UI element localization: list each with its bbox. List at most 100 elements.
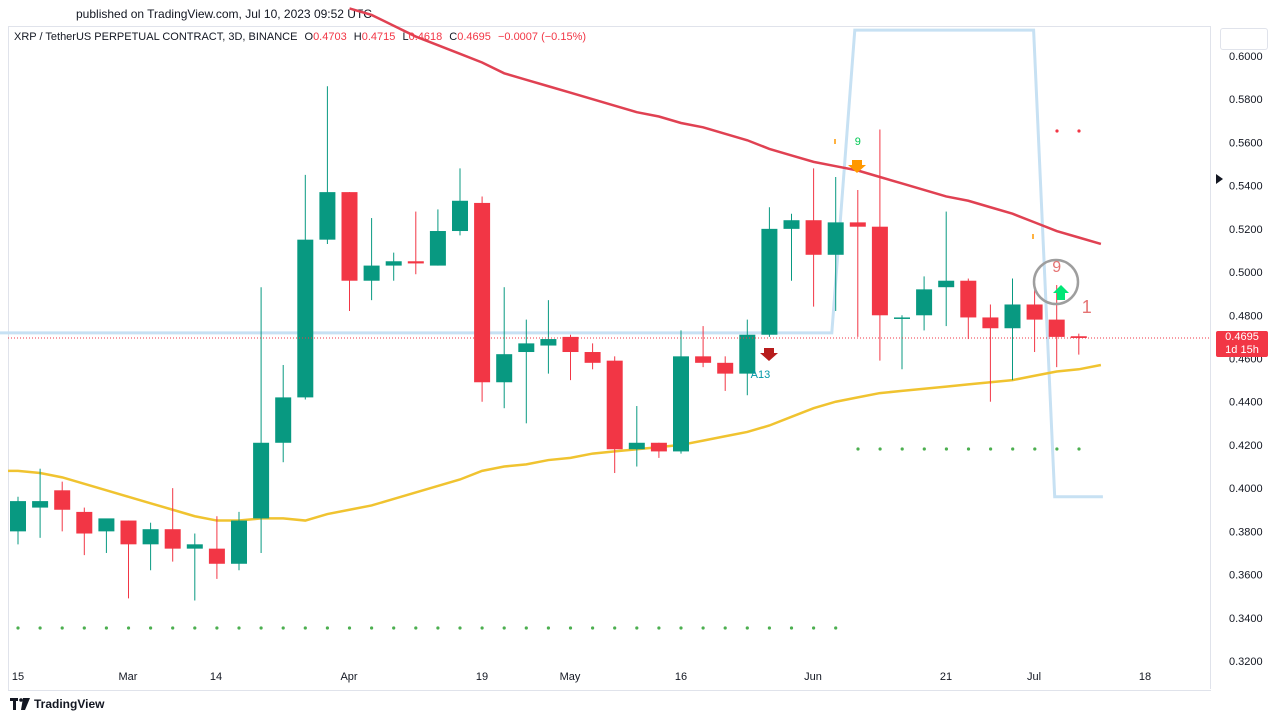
y-axis-tick-label: 0.3800 <box>1229 526 1263 538</box>
candle-body <box>1026 304 1043 320</box>
indicator-dot <box>149 626 153 630</box>
y-axis-tick-label: 0.5400 <box>1229 181 1263 193</box>
last-price-label: 0.4695 <box>1225 331 1259 343</box>
indicator-dot <box>414 626 418 630</box>
candle-body <box>982 317 999 329</box>
candle-body <box>827 222 844 255</box>
indicator-dot <box>38 626 42 630</box>
y-axis-tick-label: 0.4400 <box>1229 397 1263 409</box>
indicator-dot <box>679 626 683 630</box>
indicator-dot <box>635 626 639 630</box>
fast-moving-average-line <box>8 363 1102 522</box>
indicator-dot <box>878 447 882 451</box>
tradingview-logo[interactable]: TradingView <box>10 697 104 711</box>
indicator-dot <box>436 626 440 630</box>
indicator-dot <box>834 626 838 630</box>
price-scale-marker-icon <box>1216 174 1223 184</box>
candle-body <box>452 200 468 232</box>
high-label: H <box>353 31 362 43</box>
y-axis-tick-label: 0.5600 <box>1229 137 1263 149</box>
indicator-dot <box>325 626 329 630</box>
published-caption: published on TradingView.com, Jul 10, 20… <box>76 7 372 21</box>
y-axis-tick-label: 0.3400 <box>1229 613 1263 625</box>
indicator-dot <box>723 626 727 630</box>
candle-body <box>10 501 26 532</box>
indicator-dot <box>16 626 20 630</box>
x-axis-tick-label: 16 <box>675 671 687 683</box>
candle-body <box>142 529 159 545</box>
x-axis-tick-label: Mar <box>119 671 138 683</box>
indicator-dot <box>745 626 749 630</box>
slow-moving-average-line <box>349 7 1102 246</box>
sell-arrow-icon <box>760 348 778 361</box>
indicator-dot <box>1077 129 1081 133</box>
y-axis-tick-label: 0.3600 <box>1229 570 1263 582</box>
indicator-dot <box>613 626 617 630</box>
open-value: 0.4703 <box>313 31 347 43</box>
candle-body <box>562 336 579 353</box>
y-axis-tick-label: 0.5200 <box>1229 224 1263 236</box>
indicator-dot <box>591 626 595 630</box>
candle-body <box>717 362 734 374</box>
indicator-dot <box>1055 129 1059 133</box>
tradingview-logo-text: TradingView <box>34 697 105 711</box>
high-value: 0.4715 <box>361 31 396 43</box>
candle-body <box>761 228 778 335</box>
candle-body <box>540 339 557 346</box>
indicator-dot <box>60 626 64 630</box>
indicator-dot <box>568 626 573 630</box>
indicator-dot <box>524 626 528 630</box>
indicator-dot <box>259 626 263 630</box>
candle-body <box>385 261 402 266</box>
chart-settings-box[interactable] <box>1220 28 1268 50</box>
indicator-dot <box>303 626 307 630</box>
candle-body <box>871 226 888 316</box>
candle-body <box>164 529 181 549</box>
candle-body <box>673 356 689 452</box>
candle-body <box>98 518 115 532</box>
x-axis-tick-label: 14 <box>210 671 222 683</box>
indicator-dot <box>215 626 219 630</box>
symbol-title: XRP / TetherUS PERPETUAL CONTRACT, 3D, B… <box>14 31 298 43</box>
close-value: 0.4695 <box>457 31 491 43</box>
x-axis-tick-label: 21 <box>940 671 952 683</box>
x-axis-tick-label: Jul <box>1027 671 1041 683</box>
indicator-dot <box>370 626 374 630</box>
candle-body <box>319 192 336 240</box>
candle-body <box>628 442 645 450</box>
indicator-dot <box>546 626 551 630</box>
signal-annotation-label: 9 <box>855 136 861 148</box>
candle-body <box>606 360 623 450</box>
candle-body <box>695 356 712 363</box>
indicator-dot <box>104 626 108 630</box>
signal-annotation-label: 1 <box>1082 297 1092 317</box>
highlight-circle <box>1032 258 1080 306</box>
indicator-dot <box>966 447 971 451</box>
indicator-dot <box>480 626 484 630</box>
candle-body <box>739 334 756 374</box>
chart-pane[interactable] <box>8 26 1211 691</box>
signal-annotation-label: 9 <box>1052 259 1061 276</box>
indicator-dot <box>126 626 131 630</box>
indicator-dot <box>502 626 506 630</box>
low-value: 0.4618 <box>408 31 443 43</box>
candle-body <box>363 265 380 281</box>
buy-arrow-icon <box>1053 285 1069 300</box>
candle-body <box>275 397 292 443</box>
range-box-line <box>0 28 1103 499</box>
y-axis-tick-label: 0.4200 <box>1229 440 1263 452</box>
candle-body <box>650 442 667 452</box>
candle-body <box>894 317 910 319</box>
candle-body <box>1048 319 1065 337</box>
indicator-dot <box>944 447 949 451</box>
signal-annotation-label: A13 <box>751 369 771 381</box>
x-axis-tick-label: May <box>560 671 581 683</box>
price-axis-separator <box>1210 26 1211 689</box>
candle-body <box>76 511 93 534</box>
x-axis-tick-label: 18 <box>1139 671 1151 683</box>
low-label: L <box>402 31 409 43</box>
indicator-dot <box>856 447 860 451</box>
candle-body <box>805 220 822 255</box>
indicator-dot <box>82 626 86 630</box>
